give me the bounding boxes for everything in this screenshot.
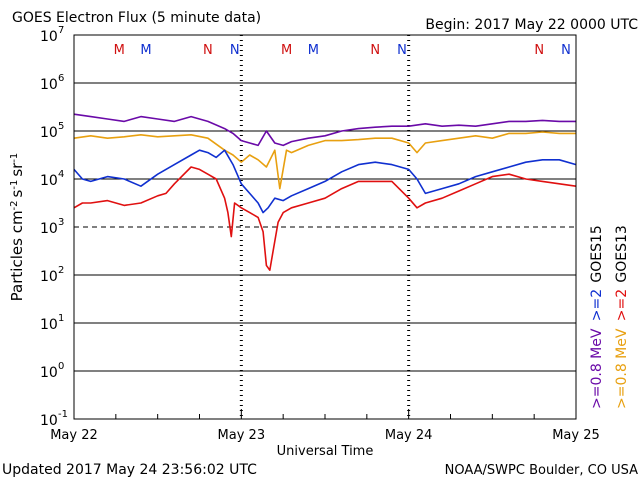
y-axis-label-part: s (8, 189, 26, 197)
mode-marker: N (561, 43, 571, 58)
y-tick-exponent: 3 (58, 217, 64, 228)
legend-entry: GOES13 (614, 225, 630, 282)
mode-marker: N (230, 43, 240, 58)
y-tick-base: 10 (40, 77, 58, 93)
x-axis-label: Universal Time (277, 444, 374, 459)
legend-entry: >=2 (614, 289, 630, 321)
y-tick-exponent: 6 (58, 73, 64, 84)
y-tick-base: 10 (40, 413, 58, 429)
y-tick-exponent: 2 (58, 265, 64, 276)
x-tick-labels: May 22 May 23 May 24 May 25 (50, 428, 600, 443)
y-axis-label-part: -1 (9, 180, 20, 190)
y-tick-base: 10 (40, 29, 58, 45)
mode-marker: M (281, 43, 292, 58)
x-tick-label: May 22 (50, 428, 98, 443)
legend-entry: >=2 (589, 289, 605, 321)
mode-marker: N (397, 43, 407, 58)
series-line-2 (73, 149, 577, 214)
chart-title: GOES Electron Flux (5 minute data) (12, 10, 261, 26)
series-line-3 (73, 166, 577, 271)
y-tick-base: 10 (40, 221, 58, 237)
y-axis-label: Particles cm-2s-1sr-1 (8, 153, 26, 302)
y-tick-exponent: -1 (58, 409, 68, 420)
mode-marker: M (140, 43, 151, 58)
mode-marker: M (308, 43, 319, 58)
y-tick-exponent: 0 (58, 361, 64, 372)
y-tick-base: 10 (40, 365, 58, 381)
x-tick-label: May 23 (218, 428, 266, 443)
plot-grid (73, 35, 577, 419)
mode-marker: N (203, 43, 213, 58)
series-layer (73, 113, 577, 271)
y-tick-exponent: 4 (58, 169, 64, 180)
y-axis-label-part: sr (8, 162, 26, 177)
footer-credit: NOAA/SWPC Boulder, CO USA (445, 463, 638, 478)
legend-entry: >=0.8 MeV (589, 328, 605, 409)
y-tick-base: 10 (40, 317, 58, 333)
footer-updated: Updated 2017 May 24 23:56:02 UTC (2, 462, 257, 478)
legend: >=0.8 MeV >=2 GOES15 >=0.8 MeV >=2 GOES13 (589, 225, 630, 409)
x-tick-label: May 25 (552, 428, 600, 443)
y-tick-exponent: 5 (58, 121, 64, 132)
mode-marker: N (534, 43, 544, 58)
y-axis-label-part: -2 (9, 200, 20, 210)
series-line-1 (73, 131, 576, 190)
legend-entry: >=0.8 MeV (614, 328, 630, 409)
begin-label: Begin: 2017 May 22 0000 UTC (425, 17, 638, 33)
series-line-0 (73, 113, 576, 147)
y-axis-label-part: Particles cm (8, 210, 26, 301)
x-tick-label: May 24 (385, 428, 433, 443)
legend-entry: GOES15 (589, 225, 605, 282)
y-tick-exponent: 1 (58, 313, 64, 324)
y-tick-exponent: 7 (58, 25, 64, 36)
y-tick-base: 10 (40, 173, 58, 189)
y-axis-label-part: -1 (9, 153, 20, 163)
mode-marker: M (114, 43, 125, 58)
y-tick-base: 10 (40, 269, 58, 285)
mode-marker: N (370, 43, 380, 58)
y-axis-label-text: Particles cm-2s-1sr-1 (8, 153, 26, 302)
plot-frame (73, 34, 577, 420)
y-tick-base: 10 (40, 125, 58, 141)
